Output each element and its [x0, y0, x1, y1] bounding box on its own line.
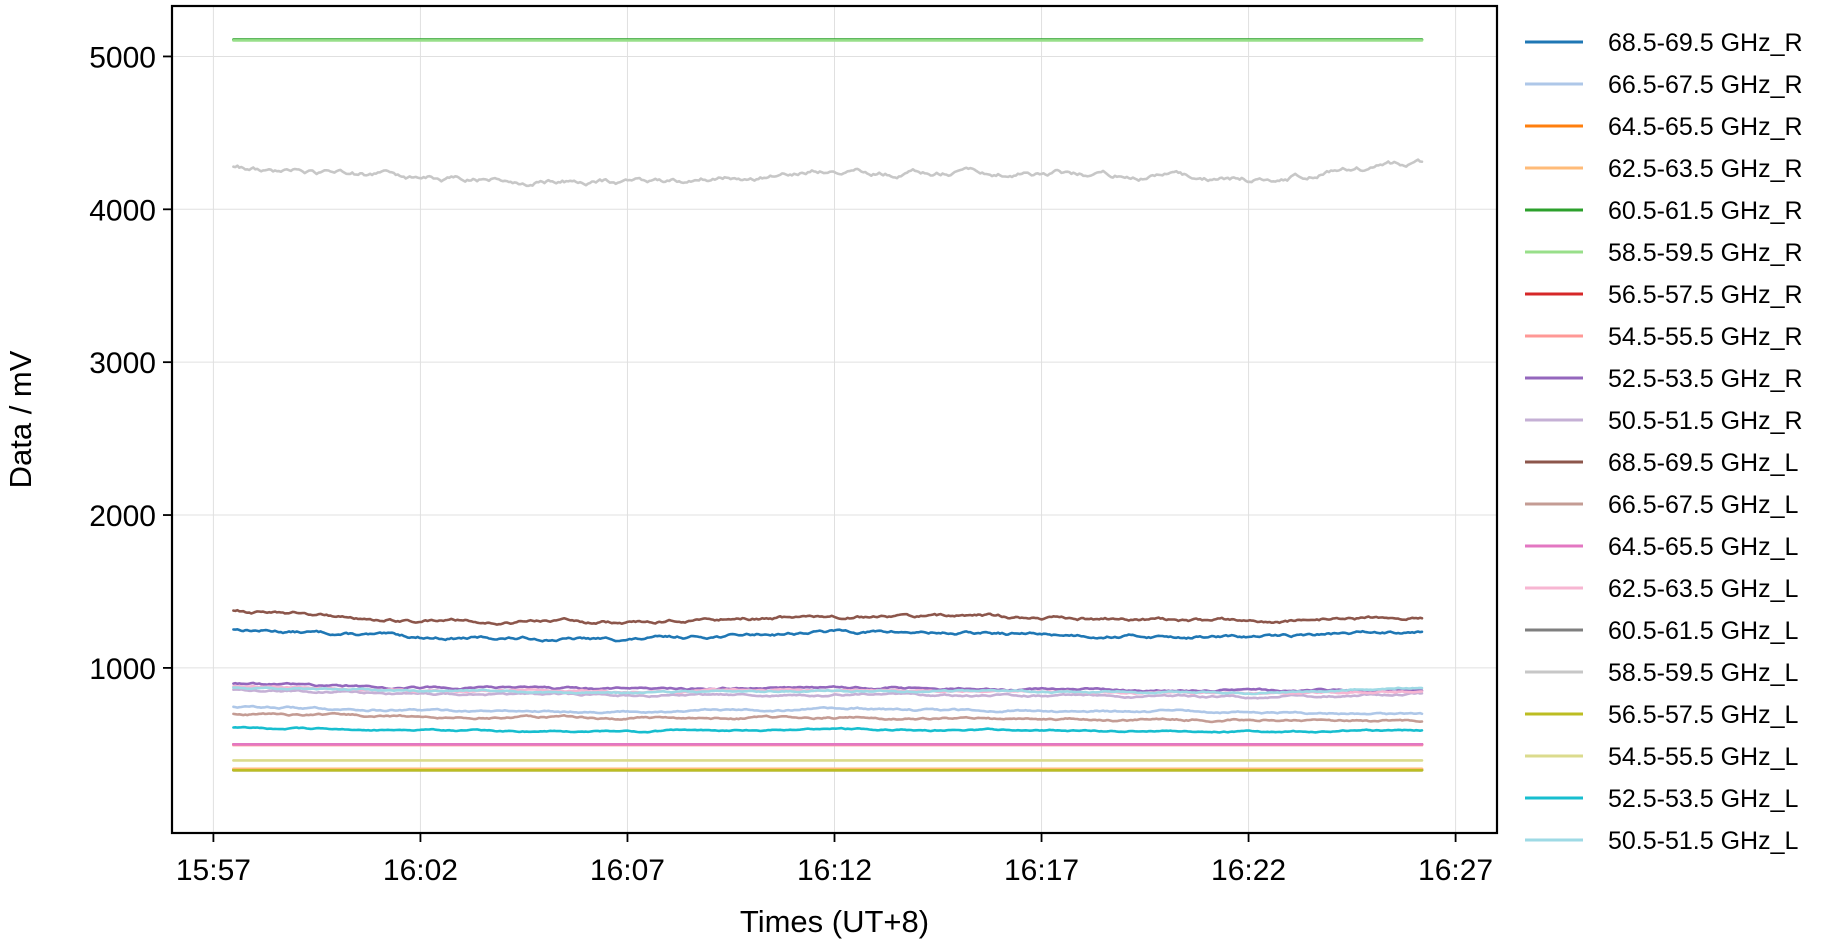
- x-tick-label: 16:02: [383, 854, 458, 887]
- x-tick-label: 16:07: [590, 854, 665, 887]
- legend-label: 56.5-57.5 GHz_L: [1608, 701, 1798, 729]
- legend: 68.5-69.5 GHz_R 66.5-67.5 GHz_R 64.5-65.5 …: [1525, 29, 1803, 855]
- series-line: [232, 608, 1424, 626]
- legend-label: 64.5-65.5 GHz_L: [1608, 533, 1798, 561]
- x-axis: 15:57 16:02 16:07 16:12 16:17 16:22 16:27: [176, 833, 1493, 887]
- legend-label: 64.5-65.5 GHz_R: [1608, 113, 1803, 141]
- series-lines: [232, 38, 1424, 772]
- x-tick-label: 16:12: [797, 854, 872, 887]
- legend-label: 50.5-51.5 GHz_L: [1608, 827, 1798, 855]
- legend-label: 60.5-61.5 GHz_R: [1608, 197, 1803, 225]
- y-axis-label: Data / mV: [3, 350, 38, 488]
- y-tick-label: 1000: [89, 653, 156, 686]
- series-line: [232, 686, 1424, 696]
- series-line: [232, 725, 1424, 734]
- y-tick-label: 2000: [89, 500, 156, 533]
- x-tick-label: 16:22: [1211, 854, 1286, 887]
- legend-label: 66.5-67.5 GHz_R: [1608, 71, 1803, 99]
- x-tick-label: 16:27: [1418, 854, 1493, 887]
- series-line: [232, 628, 1424, 643]
- y-axis: 1000 2000 3000 4000 5000: [89, 41, 172, 686]
- legend-label: 62.5-63.5 GHz_L: [1608, 575, 1798, 603]
- series-line: [232, 704, 1424, 716]
- legend-label: 52.5-53.5 GHz_R: [1608, 365, 1803, 393]
- legend-label: 68.5-69.5 GHz_R: [1608, 29, 1803, 57]
- legend-label: 60.5-61.5 GHz_L: [1608, 617, 1798, 645]
- legend-label: 54.5-55.5 GHz_L: [1608, 743, 1798, 771]
- grid-lines: [172, 6, 1497, 833]
- legend-label: 56.5-57.5 GHz_R: [1608, 281, 1803, 309]
- x-axis-label: Times (UT+8): [740, 904, 929, 939]
- series-line: [232, 681, 1424, 693]
- y-tick-label: 4000: [89, 194, 156, 227]
- series-line: [232, 688, 1424, 700]
- legend-label: 52.5-53.5 GHz_L: [1608, 785, 1798, 813]
- x-tick-label: 16:17: [1004, 854, 1079, 887]
- legend-label: 58.5-59.5 GHz_L: [1608, 659, 1798, 687]
- series-line: [232, 711, 1424, 724]
- y-tick-label: 3000: [89, 347, 156, 380]
- series-line: [232, 158, 1424, 188]
- legend-label: 66.5-67.5 GHz_L: [1608, 491, 1798, 519]
- legend-label: 68.5-69.5 GHz_L: [1608, 449, 1798, 477]
- legend-label: 58.5-59.5 GHz_R: [1608, 239, 1803, 267]
- x-tick-label: 15:57: [176, 854, 251, 887]
- legend-label: 50.5-51.5 GHz_R: [1608, 407, 1803, 435]
- legend-label: 62.5-63.5 GHz_R: [1608, 155, 1803, 183]
- y-tick-label: 5000: [89, 41, 156, 74]
- legend-label: 54.5-55.5 GHz_R: [1608, 323, 1803, 351]
